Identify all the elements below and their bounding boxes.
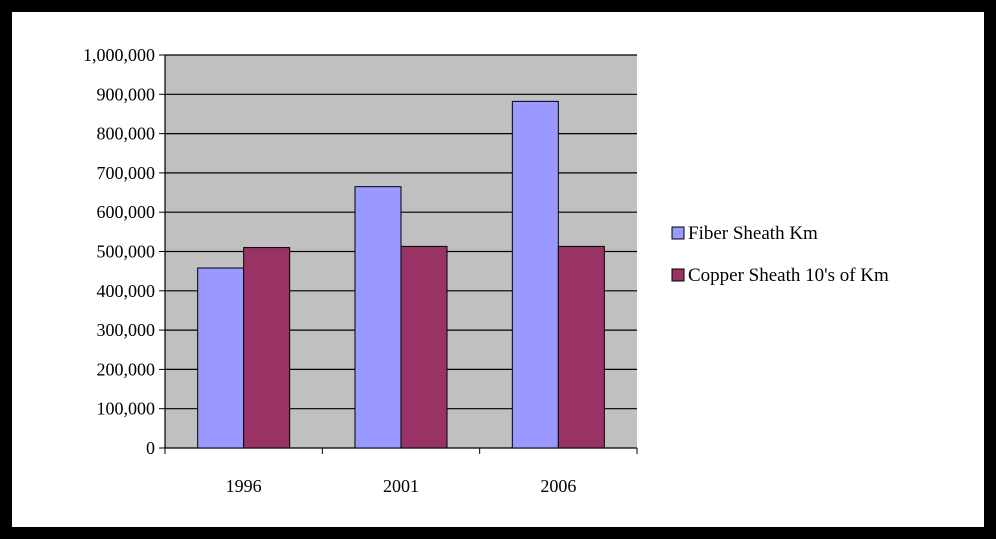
legend-label-copper: Copper Sheath 10's of Km: [688, 265, 889, 286]
legend-swatch-fiber: [671, 226, 685, 240]
bar-copper-2001: [400, 245, 448, 449]
bar-fiber-1996: [197, 267, 245, 449]
y-tick-label: 0: [146, 438, 155, 458]
y-tick-label: 500,000: [97, 242, 156, 262]
x-tick-label: 2001: [383, 476, 419, 496]
bar-fiber-2001: [354, 186, 402, 449]
y-tick-label: 900,000: [97, 84, 156, 104]
bar-chart: 0 100,000 200,000 300,000 400,000 500,000 600,…: [83, 45, 889, 496]
chart-frame: 0 100,000 200,000 300,000 400,000 500,000 600,…: [12, 12, 984, 527]
x-tick-label: 2006: [540, 476, 576, 496]
y-tick-label: 1,000,000: [83, 45, 155, 65]
y-tick-label: 100,000: [97, 399, 156, 419]
y-tick-label: 200,000: [97, 359, 156, 379]
y-tick-label: 700,000: [97, 163, 156, 183]
y-tick-label: 600,000: [97, 202, 156, 222]
y-tick-label: 800,000: [97, 124, 156, 144]
legend-label-fiber: Fiber Sheath Km: [688, 223, 818, 244]
bar-copper-2006: [557, 245, 605, 449]
legend-swatch-copper: [671, 268, 685, 282]
bar-fiber-2006: [511, 100, 559, 449]
x-tick-label: 1996: [226, 476, 262, 496]
y-tick-label: 300,000: [97, 320, 156, 340]
y-tick-label: 400,000: [97, 281, 156, 301]
bar-copper-1996: [243, 247, 291, 449]
